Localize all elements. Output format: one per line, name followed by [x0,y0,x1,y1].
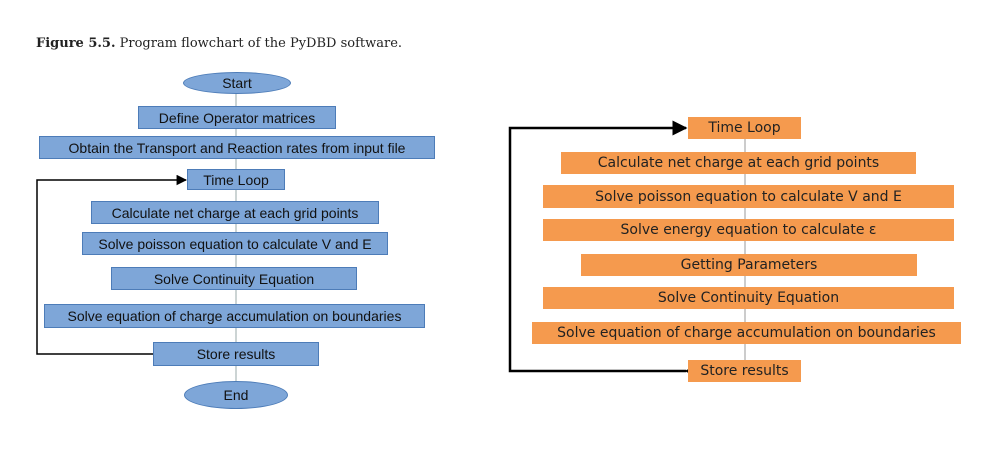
right-getting-parameters-node: Getting Parameters [581,254,917,276]
right-solve-continuity-node: Solve Continuity Equation [543,287,954,309]
left-end-node: End [184,381,288,409]
left-calc-charge-node: Calculate net charge at each grid points [91,201,379,224]
figure-caption-text: Program flowchart of the PyDBD software. [119,36,403,51]
left-start-node: Start [183,72,291,94]
right-solve-accumulation-node: Solve equation of charge accumulation on… [532,322,961,344]
right-calc-charge-node: Calculate net charge at each grid points [561,152,916,174]
left-define-operators-node: Define Operator matrices [138,106,336,129]
left-solve-poisson-node: Solve poisson equation to calculate V an… [82,232,388,255]
right-loop-back-arrow [508,120,700,379]
left-solve-continuity-node: Solve Continuity Equation [111,267,357,290]
right-solve-poisson-node: Solve poisson equation to calculate V an… [543,185,954,208]
figure-caption: Figure 5.5. Program flowchart of the PyD… [36,36,402,51]
left-obtain-rates-node: Obtain the Transport and Reaction rates … [39,136,435,159]
right-store-results-node: Store results [688,360,801,382]
figure-label: Figure 5.5. [36,36,116,51]
left-time-loop-node: Time Loop [187,169,285,190]
left-solve-accumulation-node: Solve equation of charge accumulation on… [44,304,425,328]
left-loop-back-arrow [36,174,188,355]
right-time-loop-node: Time Loop [688,117,801,139]
right-solve-energy-node: Solve energy equation to calculate ε [543,219,954,241]
left-store-results-node: Store results [153,342,319,366]
